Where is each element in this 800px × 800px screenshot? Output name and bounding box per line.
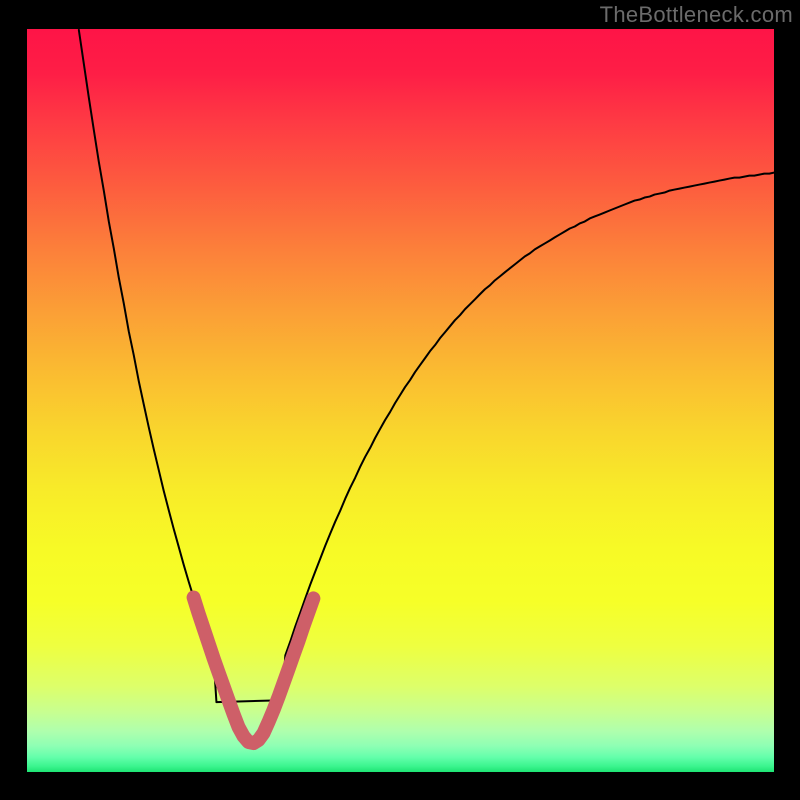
source-watermark: TheBottleneck.com [600,2,793,28]
gradient-chart [27,29,774,772]
chart-background [27,29,774,772]
chart-frame [26,28,775,773]
